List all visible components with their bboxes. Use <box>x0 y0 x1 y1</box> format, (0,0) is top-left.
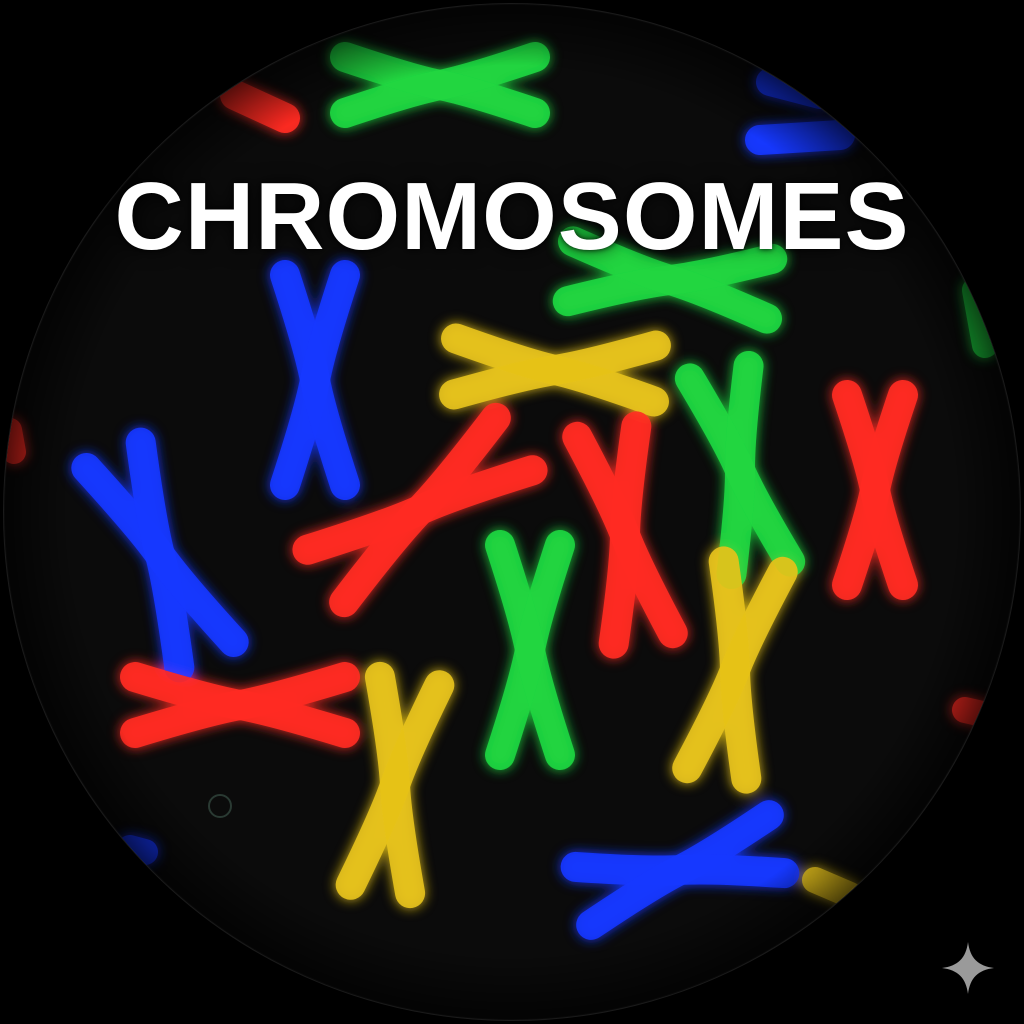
vignette <box>4 4 1020 1020</box>
sparkle-icon <box>942 942 994 994</box>
debris-ring <box>208 794 232 818</box>
